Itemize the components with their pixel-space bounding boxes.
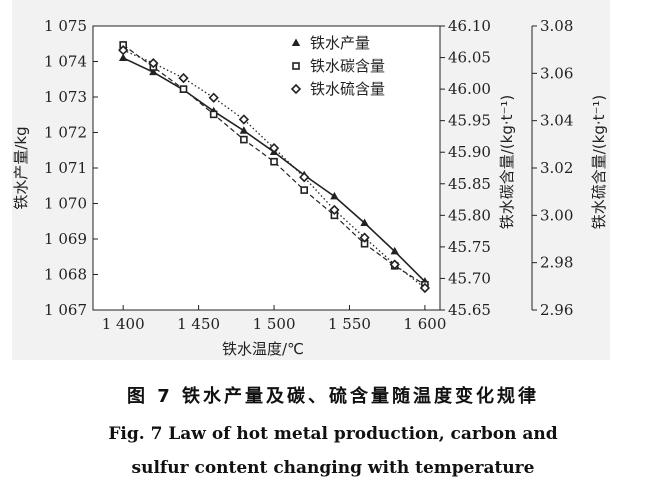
figure-caption-cn: 图 7 铁水产量及碳、硫含量随温度变化规律 [126,386,540,407]
carbon-tick-label: 46.00 [448,80,491,98]
data-point [300,186,309,194]
legend-marker [291,38,301,46]
carbon-tick-label: 45.95 [448,112,491,130]
carbon-tick-label: 46.10 [448,17,491,35]
data-point [118,53,128,61]
sulfur-tick-label: 2.98 [540,254,573,272]
data-point [270,157,278,166]
left-tick-label: 1 071 [44,159,87,177]
carbon-tick-label: 45.80 [448,206,491,224]
data-point [118,45,129,56]
legend-marker [290,83,302,95]
figure-caption-en-line1: Fig. 7 Law of hot metal production, carb… [108,424,558,444]
data-point [360,218,369,227]
data-point [390,246,399,255]
x-axis: 1 400 1 450 1 500 1 550 1 600 [102,305,446,333]
figure-caption-en-line2: sulfur content changing with temperature [131,458,535,478]
data-point [240,135,248,144]
left-axis-title: 铁水产量/kg [12,126,30,209]
sulfur-tick-label: 3.04 [540,112,573,130]
data-point [268,142,280,154]
data-point [389,259,400,270]
left-tick-label: 1 068 [44,266,87,284]
sulfur-axis: 3.08 3.06 3.04 3.02 3.00 2.98 2.96 [531,17,573,319]
left-tick-label: 1 069 [44,230,87,248]
x-axis-title: 铁水温度/℃ [222,340,304,358]
left-tick-label: 1 074 [44,53,87,71]
legend-label: 铁水产量 [310,34,370,52]
sulfur-axis-title: 铁水硫含量/(kg·t⁻¹) [590,95,608,230]
x-tick-label: 1 500 [253,315,296,333]
chart: 1 075 1 074 1 073 1 072 1 071 1 070 1 069 1 068… [12,0,610,360]
sulfur-tick-label: 3.00 [540,206,573,224]
sulfur-tick-label: 2.96 [540,301,573,319]
left-tick-label: 1 075 [44,17,87,35]
carbon-axis: 46.10 46.05 46.00 45.95 45.90 45.85 45.80 45.75… [439,17,491,319]
series-right2 [118,45,431,294]
carbon-tick-label: 45.75 [448,238,491,256]
legend-label: 铁水碳含量 [310,57,385,75]
carbon-tick-label: 45.70 [448,269,491,287]
data-point [238,114,250,125]
carbon-tick-label: 46.05 [448,49,491,67]
left-tick-label: 1 070 [44,195,87,213]
data-point [359,232,370,243]
data-point [299,172,310,183]
data-point [149,67,158,76]
sulfur-tick-label: 3.02 [540,159,573,177]
data-point [419,282,431,294]
data-point [178,72,189,84]
data-point [179,85,188,93]
carbon-axis-title: 铁水碳含量/(kg·t⁻¹) [498,95,516,230]
carbon-tick-label: 45.65 [448,301,491,319]
carbon-tick-label: 45.90 [448,143,491,161]
x-tick-label: 1 600 [403,315,446,333]
data-point [209,110,218,119]
data-point [148,58,159,69]
x-tick-label: 1 450 [177,315,220,333]
x-tick-label: 1 400 [102,315,145,333]
left-tick-label: 1 073 [44,88,87,106]
carbon-tick-label: 45.85 [448,175,491,193]
sulfur-tick-label: 3.08 [540,17,573,35]
legend-marker [292,62,300,70]
x-tick-label: 1 550 [328,315,371,333]
left-tick-label: 1 067 [44,301,87,319]
data-point [329,204,340,216]
data-point [330,191,339,200]
sulfur-tick-label: 3.06 [540,64,573,82]
series-layer [118,41,431,294]
left-axis: 1 075 1 074 1 073 1 072 1 071 1 070 1 069 1 068… [44,17,98,319]
data-point [239,126,249,134]
left-tick-label: 1 072 [44,124,87,142]
data-point [208,92,219,103]
legend-label: 铁水硫含量 [310,80,385,98]
